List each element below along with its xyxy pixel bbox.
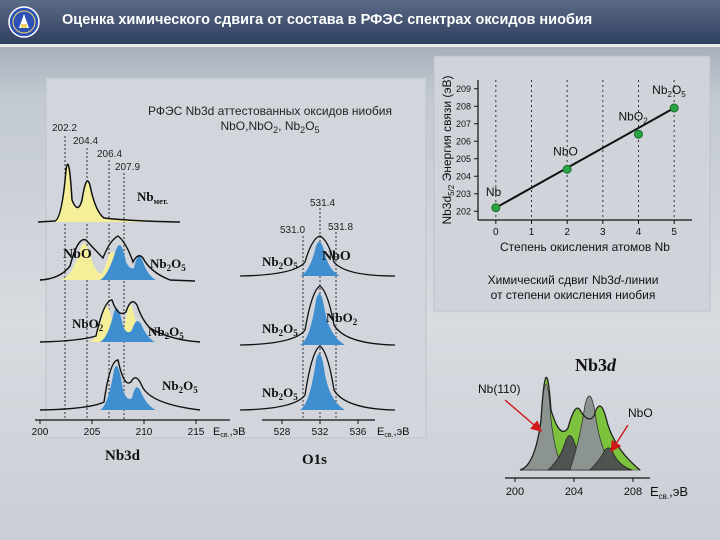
spectrum-nbo2: NbO2 Nb2O5 (39, 299, 201, 343)
arrow-nb110 (504, 399, 543, 432)
chart-point (491, 203, 501, 213)
peak-label: 204.4 (73, 136, 98, 147)
chart-y-tick-label: 207 (456, 119, 471, 129)
bottom-tick: 204 (565, 486, 583, 498)
chart-y-tick-label: 205 (456, 154, 471, 164)
chart-caption-line2: от степени окисления ниобия (491, 288, 656, 302)
caption-sub-5: 5 (315, 125, 320, 135)
university-crest-icon (8, 6, 40, 38)
chart-point (669, 103, 679, 113)
nb3d-tick: 210 (136, 427, 153, 438)
chart-gridlines (495, 80, 675, 220)
o1s-axis-unit: Eсв.,эВ (377, 426, 410, 439)
chart-x-tick-label: 2 (564, 227, 570, 238)
spectrum-nb2o5: Nb2O5 (39, 359, 201, 411)
o1s-spectrum-1: Nb2O5 NbO (239, 235, 396, 277)
chart-y-ticks: 202 203 204 205 206 207 208 209 (456, 84, 478, 216)
row3-label-b: Nb2O5 (162, 378, 198, 395)
o1s-peak-label: 531.4 (310, 198, 335, 209)
chart-x-label: Степень окисления атомов Nb (500, 240, 670, 254)
chart-y-tick-label: 209 (456, 84, 471, 94)
bottom-right-title: Nb3d (575, 355, 617, 375)
chart-y-tick-label: 208 (456, 101, 471, 111)
chart-trend-line (495, 107, 675, 209)
chart-x-tick-label: 4 (636, 227, 642, 238)
chart-point-label: Nb (486, 185, 502, 199)
chart-point-label: NbO2 (619, 109, 649, 125)
o1s-peak-label: 531.8 (328, 222, 353, 233)
slide-title: Оценка химического сдвига от состава в Р… (62, 12, 593, 28)
chart-points (491, 103, 679, 213)
chart-x-tick-label: 1 (529, 227, 535, 238)
chart-x-tick-label: 0 (493, 227, 499, 238)
bottom-right-spectrum: Nb3d Nb(110) NbO 200 204 208 Eсв.,эВ (478, 355, 688, 501)
nb3d-axis-title: Nb3d (105, 448, 141, 464)
spectrum-nb-metal: Nbмет. (37, 163, 181, 223)
chart-x-tick-label: 5 (671, 227, 677, 238)
o1s-spectrum-3: Nb2O5 (239, 345, 396, 411)
chart-point (562, 164, 572, 174)
peak-labels: 202.2 204.4 206.4 207.9 531.4 531.0 531.… (52, 123, 353, 236)
peak-label: 206.4 (97, 149, 122, 160)
bottom-tick: 208 (624, 486, 642, 498)
chart-plot: 202 203 204 205 206 207 208 209 0 1 2 3 4 5 Nb NbO NbO… (440, 75, 692, 254)
o1s-axis: 528 532 536 Eсв.,эВ O1s (262, 419, 410, 468)
chart-frame (433, 55, 711, 312)
arrow-nbo (610, 424, 629, 453)
row1-label-b: Nb2O5 (150, 256, 186, 273)
row1-label-a: NbO (63, 247, 92, 262)
nb3d-tick: 205 (84, 427, 101, 438)
chart-x-ticks: 0 1 2 3 4 5 (493, 220, 677, 238)
nb-metal-label: Nbмет. (137, 189, 168, 206)
chart-caption-line1: Химический сдвиг Nb3d-линии (488, 273, 659, 287)
chart-x-tick-label: 3 (600, 227, 606, 238)
o1s-peak-label: 531.0 (280, 225, 305, 236)
label-nbo-bottom: NbO (628, 406, 653, 420)
o1s-row2-label-a: Nb2O5 (262, 321, 298, 338)
caption-nb: , Nb (278, 119, 300, 133)
o1s-spectrum-2: Nb2O5 NbO2 (239, 285, 396, 346)
o1s-tick: 532 (312, 427, 329, 438)
chart-point-label: Nb2O5 (652, 83, 686, 99)
o1s-row1-label-b: NbO (322, 249, 351, 264)
row2-label-a: NbO2 (72, 316, 104, 333)
peak-label: 207.9 (115, 162, 140, 173)
bottom-axis-unit: Eсв.,эВ (650, 484, 688, 501)
chart-caption: Химический сдвиг Nb3d-линии от степени о… (488, 273, 659, 302)
bottom-tick: 200 (506, 486, 524, 498)
caption-o: O (305, 119, 314, 133)
caption-line1: РФЭС Nb3d аттестованных оксидов ниобия (148, 104, 392, 118)
row2-label-b: Nb2O5 (148, 324, 184, 341)
chart-point (634, 129, 643, 139)
chart-y-tick-label: 206 (456, 136, 471, 146)
nb3d-tick: 215 (188, 427, 205, 438)
o1s-tick: 536 (350, 427, 367, 438)
o1s-row2-label-b: NbO2 (326, 310, 358, 327)
caption-sub-2b: 2 (300, 125, 305, 135)
chart-y-label: Nb3d5/2 Энергия связи (эВ) (440, 75, 456, 224)
caption-nbo: NbO,NbO (220, 119, 273, 133)
chart-y-tick-label: 202 (456, 206, 471, 216)
chart-y-tick-label: 203 (456, 189, 471, 199)
nb3d-tick: 200 (32, 427, 49, 438)
chart-point-label: NbO (553, 144, 578, 158)
o1s-row3-label-a: Nb2O5 (262, 385, 298, 402)
caption-line2: NbO,NbO2, Nb2O5 (220, 119, 319, 135)
o1s-tick: 528 (274, 427, 291, 438)
peak-label: 202.2 (52, 123, 77, 134)
caption-sub-2: 2 (273, 125, 278, 135)
nb3d-axis-unit: Eсв.,эВ (213, 426, 246, 439)
header-divider (0, 44, 720, 47)
nb3d-axis: 200 205 210 215 Eсв.,эВ Nb3d (32, 419, 246, 464)
spectrum-nbo: NbO Nb2O5 (39, 235, 196, 282)
left-panel-caption: РФЭС Nb3d аттестованных оксидов ниобия N… (148, 104, 392, 135)
chart-y-tick-label: 204 (456, 171, 471, 181)
title-bar: Оценка химического сдвига от состава в Р… (0, 0, 720, 44)
o1s-row1-label-a: Nb2O5 (262, 254, 298, 271)
label-nb110: Nb(110) (478, 382, 520, 396)
o1s-axis-title: O1s (302, 452, 327, 468)
